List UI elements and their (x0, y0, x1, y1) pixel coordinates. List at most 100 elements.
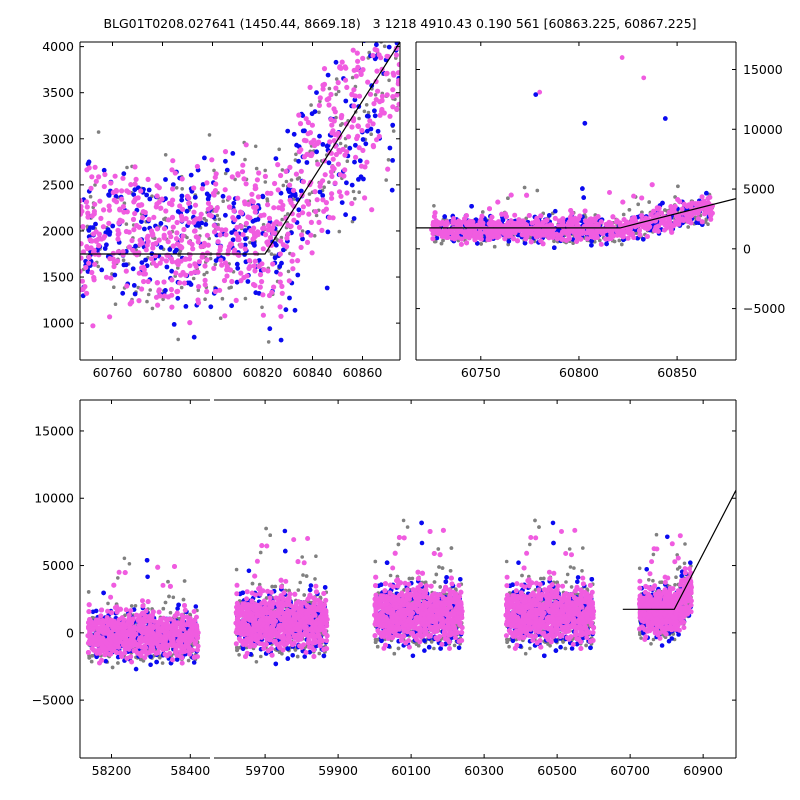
data-point-magenta (279, 206, 285, 212)
data-point-magenta (213, 181, 219, 187)
data-point-blue (139, 260, 145, 265)
data-point-magenta (639, 213, 645, 219)
data-point-magenta (260, 292, 266, 298)
data-point-magenta (90, 231, 97, 237)
data-point-magenta (237, 209, 244, 215)
data-point-magenta (86, 260, 92, 266)
data-point-magenta (199, 186, 205, 192)
data-point-magenta (335, 80, 341, 86)
data-point-blue (121, 171, 127, 177)
data-point-outlier (537, 89, 543, 95)
data-point-magenta (309, 122, 315, 128)
data-point-magenta (186, 220, 192, 226)
data-point-blue (104, 242, 109, 248)
data-point-blue (296, 207, 302, 213)
data-point-grey (640, 210, 644, 215)
data-point-magenta (567, 218, 573, 224)
data-point-grey (506, 242, 511, 247)
data-point-magenta (699, 194, 705, 200)
data-point-magenta (170, 197, 176, 203)
data-point-blue (312, 109, 318, 114)
data-point-magenta (656, 205, 662, 211)
data-point-magenta (664, 224, 670, 230)
data-point-grey (229, 285, 233, 290)
data-point-magenta (290, 252, 296, 258)
data-point-magenta (619, 228, 624, 233)
data-point-magenta (260, 246, 266, 252)
data-point-blue (694, 220, 699, 225)
data-point-magenta (269, 289, 275, 295)
data-point-magenta (143, 247, 149, 253)
data-point-grey (280, 168, 285, 172)
data-point-grey (281, 183, 286, 188)
data-point-magenta (364, 26, 369, 31)
data-point-magenta (603, 236, 609, 242)
data-point-blue (553, 208, 558, 214)
data-point-blue (371, 35, 376, 40)
data-point-magenta (169, 304, 175, 310)
data-point-blue (314, 149, 319, 155)
data-point-blue (704, 190, 709, 196)
data-point-magenta (490, 220, 496, 226)
data-point-magenta (331, 138, 337, 144)
data-point-grey (357, 116, 361, 121)
data-point-magenta (373, 78, 379, 85)
data-point-magenta (518, 220, 524, 226)
data-point-magenta (159, 196, 165, 202)
data-point-blue (164, 264, 170, 270)
data-point-magenta (191, 209, 197, 215)
data-point-magenta (146, 216, 152, 222)
data-point-grey (336, 89, 341, 94)
data-point-blue (131, 283, 137, 288)
data-point-blue (304, 160, 310, 165)
data-point-magenta (231, 208, 237, 214)
data-point-grey (439, 241, 444, 246)
x-tick-label: 60820 (243, 365, 283, 380)
data-point-grey (106, 601, 110, 606)
data-point-magenta (296, 224, 303, 230)
data-point-grey (351, 189, 356, 194)
data-point-blue (343, 98, 349, 104)
data-point-magenta (229, 278, 235, 285)
data-point-magenta (344, 190, 350, 196)
data-point-magenta (354, 135, 360, 142)
data-point-grey (676, 184, 680, 189)
data-point-grey (334, 77, 339, 81)
data-point-magenta (181, 226, 187, 233)
data-point-grey (180, 187, 184, 191)
data-point-blue (434, 235, 440, 241)
data-point-magenta (584, 236, 590, 242)
data-point-magenta (195, 239, 201, 245)
data-point-magenta (450, 218, 456, 224)
data-point-blue (364, 18, 369, 23)
data-point-grey (383, 0, 387, 2)
data-point-blue (260, 193, 266, 199)
data-point-magenta (496, 233, 502, 239)
data-point-grey (280, 217, 285, 222)
data-point-grey (208, 256, 213, 261)
data-point-magenta (568, 208, 574, 213)
data-point-grey (387, 78, 391, 83)
data-point-magenta (259, 279, 265, 285)
data-point-magenta (560, 229, 566, 235)
data-point-grey (337, 229, 342, 234)
data-point-grey (327, 180, 331, 184)
data-point-grey (322, 185, 327, 189)
data-point-magenta (701, 201, 707, 206)
data-point-magenta (598, 219, 604, 225)
data-point-blue (193, 604, 199, 609)
data-point-grey (205, 270, 209, 275)
data-point-magenta (191, 219, 197, 225)
data-point-blue (285, 128, 291, 134)
data-point-magenta (222, 313, 228, 319)
data-point-magenta (277, 221, 283, 227)
data-point-blue (475, 241, 480, 246)
data-point-magenta (234, 224, 240, 230)
data-point-magenta (270, 261, 276, 267)
panel-bottom-segment-1-plot (85, 556, 201, 672)
data-point-grey (492, 244, 497, 249)
data-point-magenta (502, 236, 508, 242)
data-point-grey (212, 168, 216, 173)
data-point-magenta (139, 286, 145, 292)
data-point-magenta (375, 88, 381, 94)
